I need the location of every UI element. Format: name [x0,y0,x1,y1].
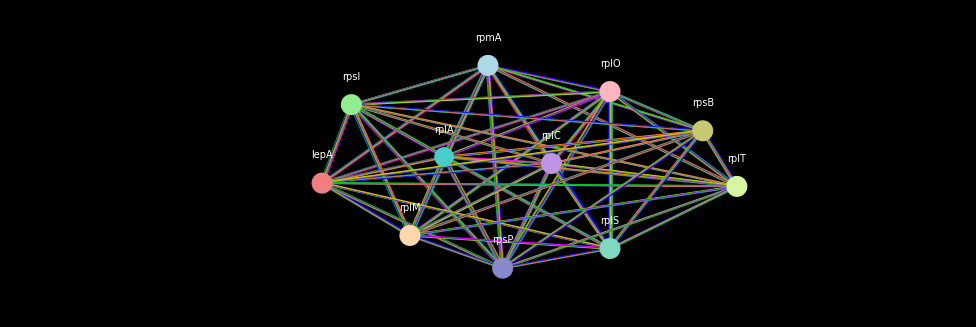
Ellipse shape [727,177,747,196]
Ellipse shape [542,154,561,173]
Ellipse shape [435,148,453,166]
Ellipse shape [600,239,620,258]
Text: rpsP: rpsP [492,235,513,245]
Ellipse shape [693,121,712,141]
Text: rplO: rplO [599,59,621,69]
Text: rpmA: rpmA [474,32,502,43]
Ellipse shape [493,258,512,278]
Text: rpsB: rpsB [692,98,713,108]
Text: rpsI: rpsI [343,72,360,82]
Text: rplT: rplT [727,153,747,164]
Text: rplA: rplA [434,125,454,135]
Ellipse shape [342,95,361,114]
Text: lepA: lepA [311,150,333,160]
Ellipse shape [600,82,620,101]
Text: rplS: rplS [600,215,620,226]
Ellipse shape [400,226,420,245]
Ellipse shape [478,56,498,75]
Ellipse shape [312,173,332,193]
Text: rplM: rplM [399,202,421,213]
Text: rplC: rplC [542,130,561,141]
